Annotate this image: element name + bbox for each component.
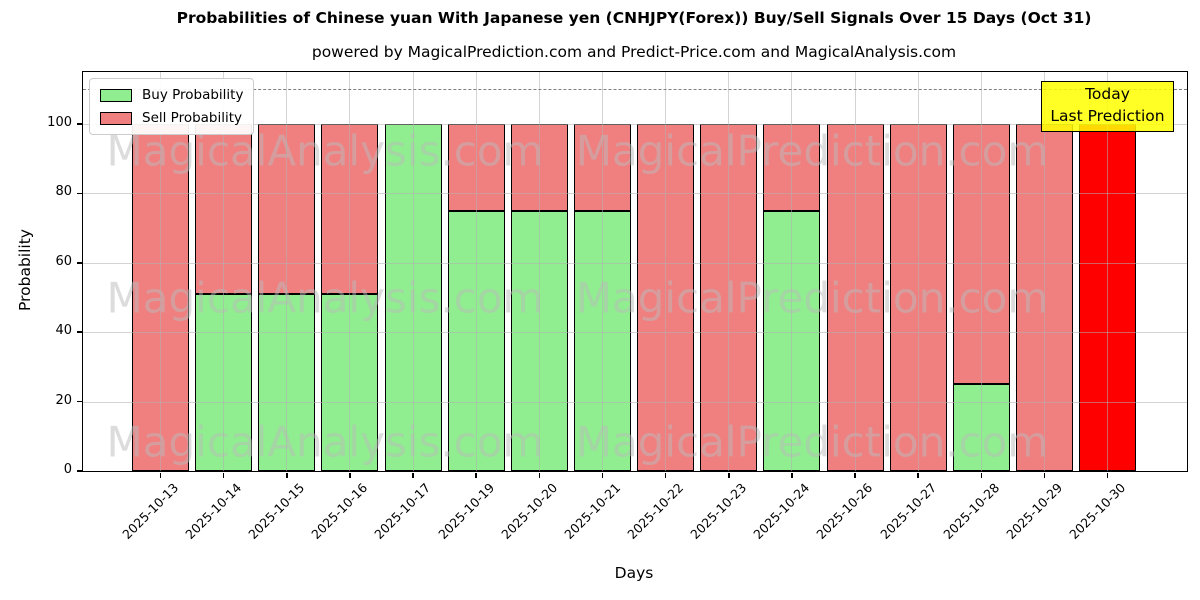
x-tick-label: 2025-10-30 — [1066, 480, 1129, 542]
x-tick-mark — [664, 472, 667, 478]
y-tick-label: 0 — [63, 462, 72, 477]
v-gridline-2025-10-19 — [475, 72, 477, 471]
y-tick-label: 40 — [55, 323, 72, 339]
v-gridline-2025-10-16 — [349, 72, 351, 471]
x-tick-mark — [791, 472, 793, 478]
x-tick-label: 2025-10-16 — [308, 480, 371, 542]
y-tick-label: 20 — [55, 392, 72, 408]
h-gridline-60 — [83, 262, 1187, 264]
x-tick-label: 2025-10-21 — [561, 480, 624, 542]
x-tick-mark — [1106, 472, 1109, 478]
y-tick-mark — [76, 123, 82, 125]
v-gridline-2025-10-24 — [791, 72, 793, 471]
watermark-text: MagicalAnalysis.com — [106, 417, 544, 467]
page-title: Probabilities of Chinese yuan With Japan… — [176, 9, 1092, 27]
v-gridline-2025-10-28 — [980, 72, 982, 471]
v-gridline-2025-10-23 — [728, 72, 730, 471]
x-tick-label: 2025-10-14 — [182, 480, 245, 542]
v-gridline-2025-10-20 — [538, 72, 540, 471]
y-tick-mark — [76, 470, 82, 472]
sell-swatch-icon — [100, 111, 132, 125]
v-gridline-2025-10-13 — [160, 72, 161, 471]
v-gridline-2025-10-14 — [223, 72, 225, 471]
v-gridline-2025-10-26 — [854, 72, 856, 471]
legend-item-buy: Buy Probability — [100, 87, 243, 103]
v-gridline-2025-10-21 — [601, 72, 603, 471]
x-axis-label: Days — [614, 564, 654, 582]
legend-label-sell: Sell Probability — [142, 110, 243, 126]
h-gridline-100 — [83, 124, 1187, 126]
x-tick-mark — [980, 472, 983, 478]
y-tick-label: 100 — [47, 115, 72, 131]
x-tick-mark — [728, 472, 730, 478]
legend: Buy Probability Sell Probability — [89, 78, 255, 135]
v-gridline-2025-10-27 — [917, 72, 919, 471]
h-gridline-20 — [83, 401, 1187, 403]
watermark-text: MagicalPrediction.com — [575, 126, 1049, 176]
watermark-text: MagicalAnalysis.com — [106, 273, 544, 323]
v-gridline-2025-10-30 — [1107, 72, 1109, 471]
page-subtitle: powered by MagicalPrediction.com and Pre… — [311, 43, 957, 61]
legend-item-sell: Sell Probability — [100, 110, 243, 126]
y-tick-mark — [76, 262, 82, 264]
y-tick-mark — [76, 331, 82, 333]
dashed-threshold-line — [83, 89, 1187, 91]
x-tick-label: 2025-10-29 — [1003, 480, 1066, 542]
x-tick-mark — [286, 472, 288, 478]
x-tick-label: 2025-10-20 — [497, 480, 560, 542]
x-tick-label: 2025-10-17 — [371, 480, 434, 542]
h-gridline-40 — [83, 332, 1187, 334]
x-tick-label: 2025-10-27 — [876, 480, 939, 542]
v-gridline-2025-10-15 — [286, 72, 288, 471]
y-tick-label: 60 — [55, 253, 72, 269]
y-tick-mark — [76, 400, 82, 403]
x-tick-label: 2025-10-15 — [245, 480, 308, 542]
x-tick-label: 2025-10-28 — [939, 480, 1002, 542]
x-tick-mark — [349, 472, 351, 478]
x-tick-mark — [475, 472, 477, 478]
x-tick-mark — [222, 472, 225, 478]
plot-area: Buy Probability Sell Probability Today L… — [76, 71, 1188, 542]
x-tick-label: 2025-10-24 — [750, 480, 813, 542]
h-gridline-80 — [83, 193, 1187, 195]
x-tick-label: 2025-10-22 — [624, 480, 687, 542]
annotation-line-2: Last Prediction — [1050, 107, 1165, 126]
x-tick-mark — [917, 472, 919, 478]
watermark-text: MagicalPrediction.com — [575, 417, 1049, 467]
v-gridline-2025-10-22 — [665, 72, 667, 471]
v-gridline-2025-10-17 — [412, 72, 414, 471]
x-tick-mark — [854, 472, 856, 478]
annotation-line-1: Today — [1085, 85, 1130, 103]
x-tick-mark — [601, 472, 604, 478]
v-gridline-2025-10-29 — [1043, 72, 1045, 471]
today-annotation: Today Last Prediction — [1041, 81, 1174, 132]
x-tick-label: 2025-10-26 — [813, 480, 876, 542]
x-tick-mark — [1043, 472, 1046, 478]
x-tick-label: 2025-10-19 — [434, 480, 497, 542]
y-tick-mark — [76, 192, 82, 195]
legend-label-buy: Buy Probability — [142, 87, 244, 103]
watermark-text: MagicalPrediction.com — [575, 273, 1049, 323]
x-tick-label: 2025-10-13 — [119, 480, 182, 542]
x-tick-mark — [412, 472, 414, 478]
buy-swatch-icon — [100, 88, 132, 102]
y-tick-label: 80 — [55, 184, 72, 200]
x-tick-label: 2025-10-23 — [687, 480, 750, 542]
x-tick-mark — [538, 472, 541, 478]
x-tick-mark — [159, 472, 162, 478]
